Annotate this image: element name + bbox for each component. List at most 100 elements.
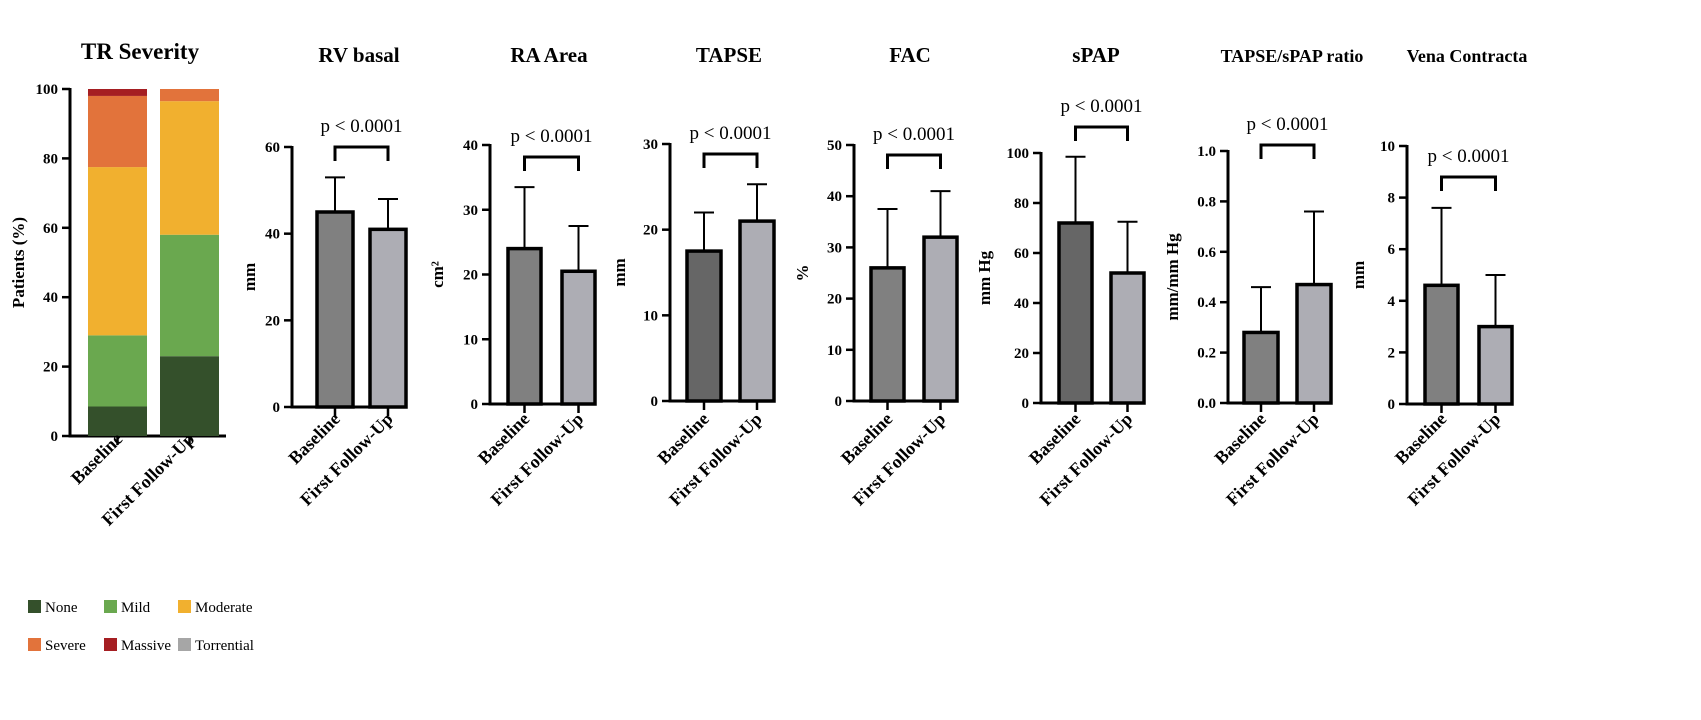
bar-segment-severe bbox=[88, 95, 147, 168]
x-category-label: First Follow-Up bbox=[487, 409, 588, 510]
y-tick-label: 10 bbox=[463, 332, 478, 348]
bar bbox=[922, 235, 959, 403]
y-tick-label: 80 bbox=[43, 151, 58, 167]
bar-segment-massive bbox=[88, 89, 147, 96]
y-axis-label: mm Hg bbox=[975, 250, 994, 305]
y-axis-label: mm bbox=[1349, 261, 1368, 289]
bar bbox=[1295, 282, 1333, 405]
p-value-label: p < 0.0001 bbox=[321, 116, 403, 137]
legend-label: Moderate bbox=[195, 600, 253, 616]
panel-7: TAPSE/sPAP ratio mm/mm Hg 0.0 0.2 0.4 0.6 0.8 1… bbox=[1163, 46, 1363, 509]
y-tick-label: 6 bbox=[1388, 242, 1396, 258]
bar-segment-moderate bbox=[160, 101, 219, 235]
bar-segment-none bbox=[160, 356, 219, 436]
bar bbox=[685, 249, 723, 403]
significance-bracket bbox=[702, 152, 759, 168]
y-tick-label: 40 bbox=[463, 138, 478, 154]
p-value-label: p < 0.0001 bbox=[1247, 114, 1329, 135]
y-axis-label: Patients (%) bbox=[9, 217, 28, 308]
legend-swatch bbox=[104, 638, 117, 651]
significance-bracket bbox=[523, 155, 580, 171]
y-tick-label: 0.0 bbox=[1197, 396, 1216, 412]
y-tick-label: 30 bbox=[463, 203, 478, 219]
bar bbox=[1477, 324, 1514, 406]
y-tick-label: 10 bbox=[1380, 139, 1395, 155]
y-tick-label: 4 bbox=[1388, 294, 1396, 310]
y-tick-label: 40 bbox=[1014, 296, 1029, 312]
legend-label: Mild bbox=[121, 600, 151, 616]
y-axis-label: mm bbox=[610, 258, 629, 286]
bar bbox=[738, 219, 776, 403]
legend-swatch bbox=[178, 600, 191, 613]
bar-segment-none bbox=[88, 406, 147, 436]
chart-title: TAPSE/sPAP ratio bbox=[1221, 46, 1364, 66]
y-tick-label: 0 bbox=[273, 400, 281, 416]
bar bbox=[869, 266, 906, 403]
y-tick-label: 40 bbox=[827, 189, 842, 205]
y-tick-label: 30 bbox=[827, 240, 842, 256]
legend-swatch bbox=[178, 638, 191, 651]
significance-bracket bbox=[1440, 175, 1497, 191]
chart-title: RV basal bbox=[318, 43, 399, 67]
legend-swatch bbox=[104, 600, 117, 613]
y-tick-label: 0 bbox=[471, 397, 479, 413]
y-tick-label: 30 bbox=[643, 137, 658, 153]
y-tick-label: 100 bbox=[1007, 146, 1030, 162]
chart-title: TAPSE bbox=[696, 43, 762, 67]
bar bbox=[560, 269, 597, 406]
x-category-label: Baseline bbox=[67, 429, 126, 488]
x-category-label: First Follow-Up bbox=[849, 409, 950, 510]
p-value-label: p < 0.0001 bbox=[690, 123, 772, 144]
significance-bracket bbox=[1074, 125, 1129, 141]
legend-swatch bbox=[28, 638, 41, 651]
y-axis-label: % bbox=[793, 265, 812, 282]
bar bbox=[1057, 221, 1094, 405]
y-tick-label: 50 bbox=[827, 138, 842, 154]
y-tick-label: 0.8 bbox=[1197, 194, 1216, 210]
y-tick-label: 40 bbox=[265, 227, 280, 243]
x-category-label: First Follow-Up bbox=[1036, 409, 1137, 510]
y-tick-label: 1.0 bbox=[1197, 144, 1216, 160]
y-tick-label: 60 bbox=[43, 221, 58, 237]
y-tick-label: 0.2 bbox=[1197, 346, 1216, 362]
chart-title: RA Area bbox=[510, 43, 588, 67]
bar-segment-mild bbox=[160, 234, 219, 357]
y-tick-label: 100 bbox=[36, 82, 59, 98]
significance-bracket bbox=[886, 153, 942, 169]
chart-title: TR Severity bbox=[81, 39, 200, 64]
chart-title: sPAP bbox=[1072, 43, 1120, 67]
legend-label: Severe bbox=[45, 638, 86, 654]
bar-segment-moderate bbox=[88, 167, 147, 336]
y-tick-label: 60 bbox=[265, 140, 280, 156]
legend-label: None bbox=[45, 600, 78, 616]
p-value-label: p < 0.0001 bbox=[511, 126, 593, 147]
y-tick-label: 10 bbox=[643, 308, 658, 324]
y-tick-label: 40 bbox=[43, 290, 58, 306]
x-category-label: First Follow-Up bbox=[296, 409, 397, 510]
y-tick-label: 20 bbox=[827, 292, 842, 308]
y-tick-label: 0 bbox=[1022, 396, 1030, 412]
y-tick-label: 0.6 bbox=[1197, 245, 1216, 261]
y-tick-label: 80 bbox=[1014, 196, 1029, 212]
significance-bracket bbox=[333, 145, 390, 161]
bar-segment-severe bbox=[160, 89, 219, 102]
y-tick-label: 0 bbox=[651, 394, 659, 410]
x-category-label: First Follow-Up bbox=[665, 409, 766, 510]
y-tick-label: 0 bbox=[835, 394, 843, 410]
significance-bracket bbox=[1259, 143, 1316, 159]
y-tick-label: 60 bbox=[1014, 246, 1029, 262]
x-category-label: First Follow-Up bbox=[1222, 409, 1323, 510]
bar bbox=[315, 210, 355, 409]
y-tick-label: 20 bbox=[43, 360, 58, 376]
chart-title: Vena Contracta bbox=[1407, 46, 1528, 66]
p-value-label: p < 0.0001 bbox=[1428, 146, 1510, 167]
y-tick-label: 2 bbox=[1388, 345, 1396, 361]
y-tick-label: 20 bbox=[643, 223, 658, 239]
legend-swatch bbox=[28, 600, 41, 613]
y-tick-label: 8 bbox=[1388, 191, 1396, 207]
